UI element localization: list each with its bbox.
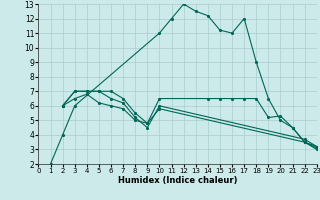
X-axis label: Humidex (Indice chaleur): Humidex (Indice chaleur)	[118, 176, 237, 185]
